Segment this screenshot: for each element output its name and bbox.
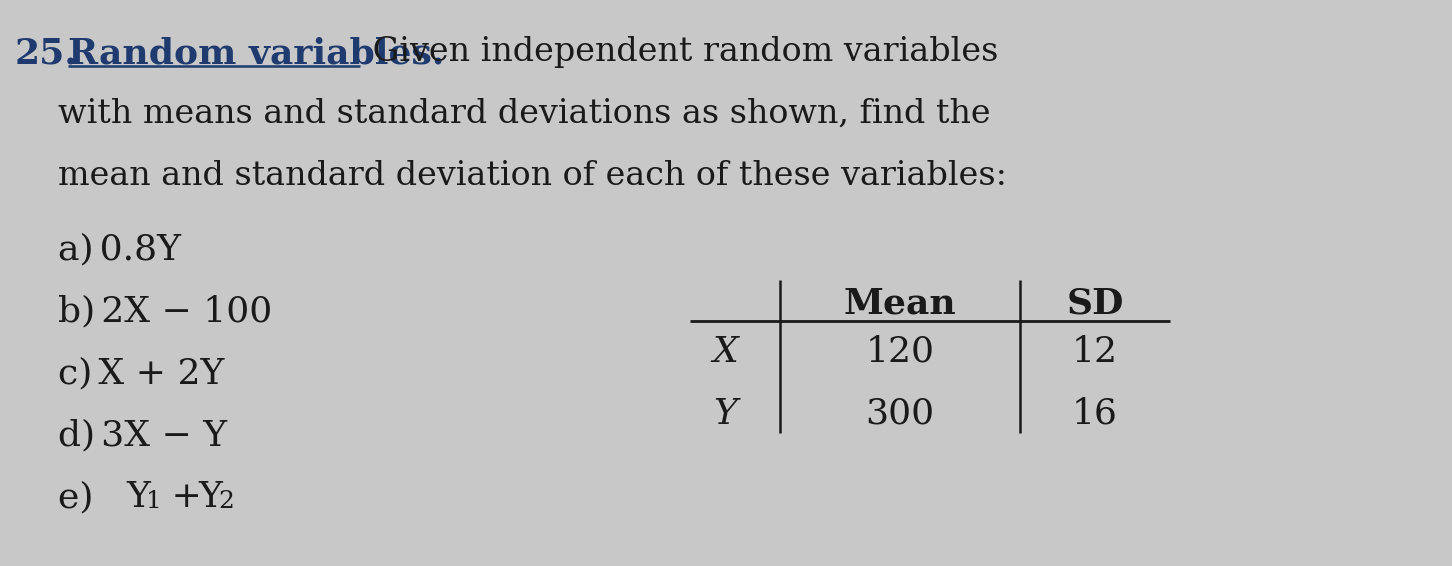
Text: d) 3X − Y: d) 3X − Y	[58, 418, 227, 452]
Text: Y: Y	[197, 480, 222, 514]
Text: e): e)	[58, 480, 105, 514]
Text: Given independent random variables: Given independent random variables	[362, 36, 999, 68]
Text: 25.: 25.	[15, 36, 78, 70]
Text: with means and standard deviations as shown, find the: with means and standard deviations as sh…	[58, 98, 990, 130]
Text: a) 0.8Y: a) 0.8Y	[58, 232, 182, 266]
Text: 300: 300	[865, 397, 935, 431]
Text: 2: 2	[218, 490, 234, 513]
Text: X: X	[711, 335, 738, 369]
Text: 120: 120	[865, 335, 935, 369]
Text: SD: SD	[1066, 286, 1124, 320]
Text: 12: 12	[1072, 335, 1118, 369]
Text: Y: Y	[713, 397, 738, 431]
Text: Mean: Mean	[844, 286, 957, 320]
Text: c) X + 2Y: c) X + 2Y	[58, 356, 225, 390]
Text: 1: 1	[147, 490, 161, 513]
Text: 16: 16	[1072, 397, 1118, 431]
Text: Y: Y	[126, 480, 150, 514]
Text: +: +	[160, 480, 213, 514]
Text: mean and standard deviation of each of these variables:: mean and standard deviation of each of t…	[58, 160, 1008, 192]
Text: b) 2X − 100: b) 2X − 100	[58, 294, 273, 328]
Text: Random variables.: Random variables.	[68, 36, 444, 70]
